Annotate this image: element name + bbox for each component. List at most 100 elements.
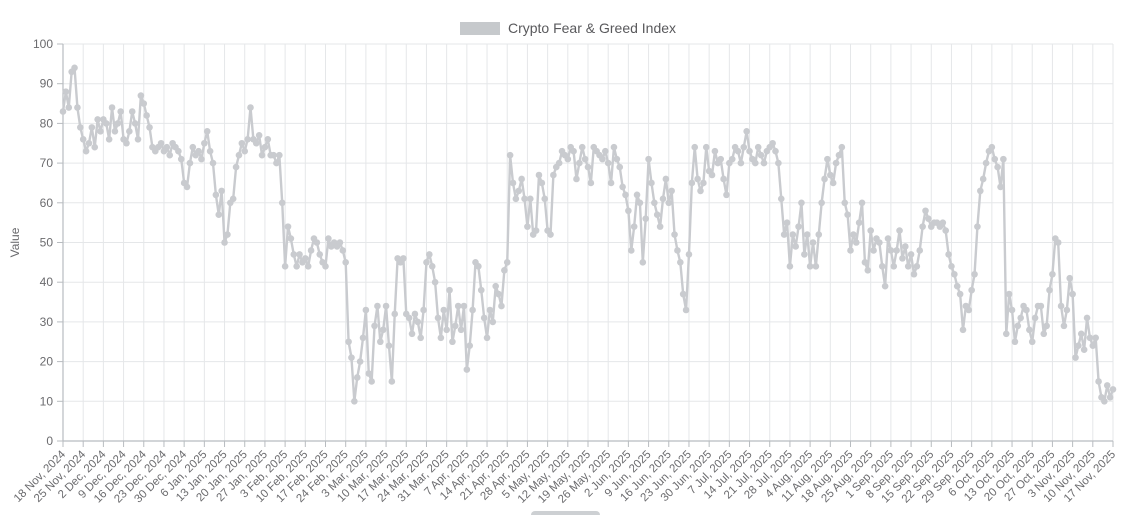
data-point <box>570 147 577 155</box>
data-point <box>867 227 874 234</box>
data-point <box>919 223 926 230</box>
data-point <box>206 147 214 155</box>
data-point <box>581 155 589 163</box>
data-point <box>495 290 502 298</box>
data-point <box>117 108 124 115</box>
svg-text:10: 10 <box>40 394 54 408</box>
data-point <box>1063 306 1071 314</box>
data-point <box>532 227 540 234</box>
data-point <box>1037 302 1045 310</box>
data-point <box>123 139 130 147</box>
data-point <box>351 398 358 405</box>
data-point <box>128 108 136 115</box>
data-point <box>613 155 621 163</box>
data-point <box>65 104 73 111</box>
data-point <box>1011 338 1019 346</box>
data-point <box>806 263 814 270</box>
data-point <box>1109 386 1117 393</box>
data-point <box>342 259 349 266</box>
legend-swatch-icon <box>459 21 500 35</box>
data-point <box>662 175 670 183</box>
data-point <box>469 306 476 314</box>
data-point <box>728 155 736 163</box>
data-point <box>1028 338 1036 346</box>
data-point <box>362 306 370 314</box>
data-point <box>841 199 849 207</box>
series-markers[interactable] <box>59 64 1117 405</box>
svg-text:60: 60 <box>40 196 54 210</box>
data-point <box>786 263 794 270</box>
data-point <box>224 231 231 238</box>
data-point <box>521 195 528 203</box>
data-point <box>604 159 612 167</box>
data-point <box>339 247 347 254</box>
data-point <box>1069 290 1076 298</box>
data-point <box>353 374 361 381</box>
data-point <box>746 147 753 155</box>
data-point <box>1086 334 1094 342</box>
data-point <box>1092 334 1099 342</box>
data-point <box>261 143 269 151</box>
data-point <box>627 247 635 254</box>
data-point <box>639 259 647 266</box>
data-point <box>97 128 104 135</box>
data-point <box>861 259 869 266</box>
data-point <box>426 251 433 258</box>
data-point <box>244 135 251 143</box>
data-point <box>910 270 918 278</box>
data-point <box>607 179 615 187</box>
data-point <box>524 223 531 230</box>
data-point <box>896 227 903 234</box>
chart-legend[interactable]: Crypto Fear & Greed Index <box>0 21 1136 35</box>
data-point <box>264 135 272 143</box>
data-point <box>789 231 797 238</box>
data-point <box>870 247 877 254</box>
data-point <box>812 263 820 270</box>
data-point <box>400 255 407 262</box>
data-point <box>359 334 367 342</box>
data-point <box>486 306 494 314</box>
data-point <box>449 338 456 346</box>
data-point <box>1103 382 1111 389</box>
data-point <box>163 143 171 151</box>
data-point <box>982 159 990 167</box>
data-point <box>428 263 436 270</box>
data-point <box>102 120 110 127</box>
data-point <box>175 147 182 155</box>
data-point <box>633 191 641 199</box>
data-point <box>189 143 197 151</box>
data-point <box>547 231 554 238</box>
data-point <box>255 132 263 139</box>
data-point <box>777 195 785 203</box>
data-point <box>723 191 730 199</box>
data-point <box>183 183 191 191</box>
data-point <box>356 358 364 365</box>
data-point <box>345 338 352 346</box>
data-point <box>1057 302 1065 310</box>
data-point <box>682 306 690 314</box>
data-point <box>483 334 491 342</box>
data-point <box>578 143 586 151</box>
data-point <box>391 310 399 318</box>
data-point <box>498 302 505 310</box>
data-point <box>1083 314 1091 322</box>
data-point <box>460 302 468 310</box>
data-point <box>792 243 799 250</box>
data-point <box>1002 330 1010 338</box>
data-point <box>795 223 802 230</box>
data-point <box>379 326 387 334</box>
data-point <box>59 108 67 115</box>
data-point <box>108 104 116 111</box>
data-point <box>423 259 430 266</box>
data-point <box>293 263 300 270</box>
data-point <box>94 116 101 123</box>
data-point <box>235 151 243 159</box>
data-point <box>821 175 828 183</box>
data-point <box>1095 378 1102 385</box>
data-point <box>922 207 929 215</box>
data-point <box>382 302 390 310</box>
data-point <box>824 155 831 163</box>
data-point <box>284 223 292 230</box>
data-point <box>997 183 1004 191</box>
